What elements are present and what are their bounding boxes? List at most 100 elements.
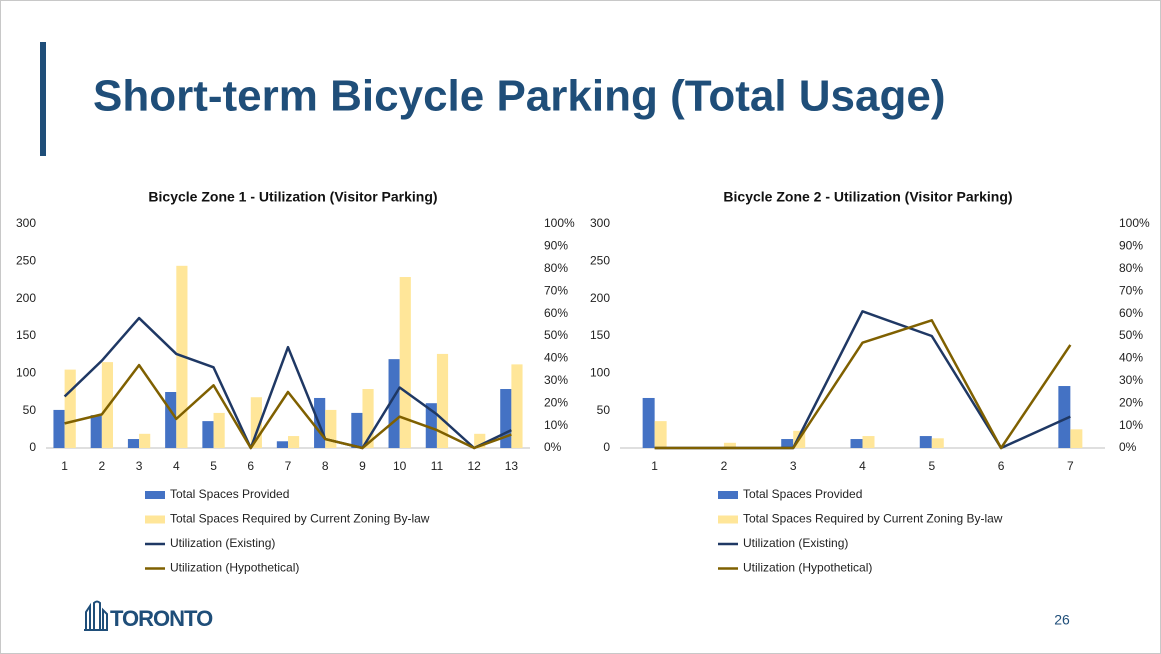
bar	[511, 364, 523, 448]
bar	[474, 433, 486, 448]
bar	[276, 441, 288, 448]
bar	[388, 359, 400, 448]
chart: Bicycle Zone 1 - Utilization (Visitor Pa…	[16, 189, 575, 575]
x-tick-label: 9	[359, 459, 366, 473]
x-tick-label: 4	[173, 459, 180, 473]
x-tick-label: 10	[393, 459, 407, 473]
legend-label: Utilization (Hypothetical)	[743, 561, 872, 575]
bar	[1058, 386, 1071, 448]
bar	[654, 421, 667, 448]
y-tick-label: 250	[16, 254, 36, 268]
x-tick-label: 7	[285, 459, 292, 473]
y2-tick-label: 50%	[544, 328, 568, 342]
bar	[436, 353, 449, 448]
x-tick-label: 13	[505, 459, 519, 473]
y2-tick-label: 60%	[544, 306, 568, 320]
logo-text: TORONTO	[110, 606, 213, 631]
bar	[642, 397, 655, 448]
y2-tick-label: 10%	[1119, 418, 1143, 432]
y-tick-label: 300	[590, 216, 610, 230]
bar	[139, 433, 151, 448]
y2-tick-label: 80%	[1119, 261, 1143, 275]
bar	[64, 369, 76, 448]
bar	[919, 436, 932, 448]
x-tick-label: 3	[790, 459, 797, 473]
title-accent-bar	[40, 42, 46, 156]
x-tick-label: 12	[467, 459, 481, 473]
legend-swatch	[145, 491, 165, 499]
chart: Bicycle Zone 2 - Utilization (Visitor Pa…	[590, 189, 1150, 575]
y2-tick-label: 70%	[544, 283, 568, 297]
bar	[862, 436, 875, 448]
x-tick-label: 5	[928, 459, 935, 473]
legend-swatch	[145, 515, 165, 524]
y-tick-label: 100	[16, 366, 36, 380]
y-tick-label: 200	[16, 291, 36, 305]
bar	[1070, 429, 1083, 448]
x-tick-label: 1	[651, 459, 658, 473]
y2-tick-label: 30%	[1119, 373, 1143, 387]
y2-tick-label: 30%	[544, 373, 568, 387]
legend-label: Total Spaces Provided	[170, 487, 289, 501]
y2-tick-label: 0%	[544, 440, 562, 454]
bar	[351, 412, 363, 448]
bar	[213, 412, 225, 448]
y-tick-label: 250	[590, 254, 610, 268]
bar	[165, 392, 177, 448]
bar	[362, 389, 374, 448]
bar	[850, 439, 863, 448]
slide-title: Short-term Bicycle Parking (Total Usage)	[93, 72, 946, 121]
y2-tick-label: 100%	[1119, 216, 1150, 230]
bar	[90, 415, 102, 448]
y2-tick-label: 70%	[1119, 283, 1143, 297]
legend-label: Utilization (Existing)	[170, 536, 275, 550]
y-tick-label: 0	[603, 440, 610, 454]
x-tick-label: 5	[210, 459, 217, 473]
bar	[931, 438, 944, 448]
y-tick-label: 50	[597, 403, 611, 417]
y-tick-label: 300	[16, 216, 36, 230]
bar	[500, 389, 512, 448]
x-tick-label: 1	[61, 459, 68, 473]
legend-label: Total Spaces Provided	[743, 487, 862, 501]
y-tick-label: 0	[29, 440, 36, 454]
legend-swatch	[718, 515, 738, 524]
bar	[723, 442, 736, 448]
line-series	[654, 319, 1072, 450]
bar	[781, 439, 794, 448]
x-tick-label: 8	[322, 459, 329, 473]
y-tick-label: 150	[590, 328, 610, 342]
bar	[127, 439, 140, 448]
y2-tick-label: 40%	[544, 351, 568, 365]
y2-tick-label: 60%	[1119, 306, 1143, 320]
y2-tick-label: 10%	[544, 418, 568, 432]
legend-label: Total Spaces Required by Current Zoning …	[170, 512, 430, 526]
legend-label: Total Spaces Required by Current Zoning …	[743, 512, 1003, 526]
bar	[325, 409, 337, 448]
chart-title: Bicycle Zone 1 - Utilization (Visitor Pa…	[148, 189, 437, 205]
bar	[202, 421, 214, 448]
y2-tick-label: 90%	[544, 239, 568, 253]
x-tick-label: 3	[136, 459, 143, 473]
line-series	[64, 363, 512, 450]
y2-tick-label: 50%	[1119, 328, 1143, 342]
y2-tick-label: 0%	[1119, 440, 1137, 454]
y-tick-label: 200	[590, 291, 610, 305]
x-tick-label: 4	[859, 459, 866, 473]
bar	[53, 409, 65, 448]
x-tick-label: 2	[721, 459, 728, 473]
x-tick-label: 11	[431, 459, 444, 473]
y2-tick-label: 80%	[544, 261, 568, 275]
chart-title: Bicycle Zone 2 - Utilization (Visitor Pa…	[723, 189, 1012, 205]
bar	[288, 436, 300, 448]
x-tick-label: 6	[998, 459, 1005, 473]
legend-label: Utilization (Hypothetical)	[170, 561, 299, 575]
bar	[399, 277, 411, 448]
y2-tick-label: 90%	[1119, 239, 1143, 253]
bar	[250, 397, 262, 448]
y2-tick-label: 20%	[544, 395, 568, 409]
x-tick-label: 6	[247, 459, 254, 473]
line-series	[63, 316, 512, 450]
